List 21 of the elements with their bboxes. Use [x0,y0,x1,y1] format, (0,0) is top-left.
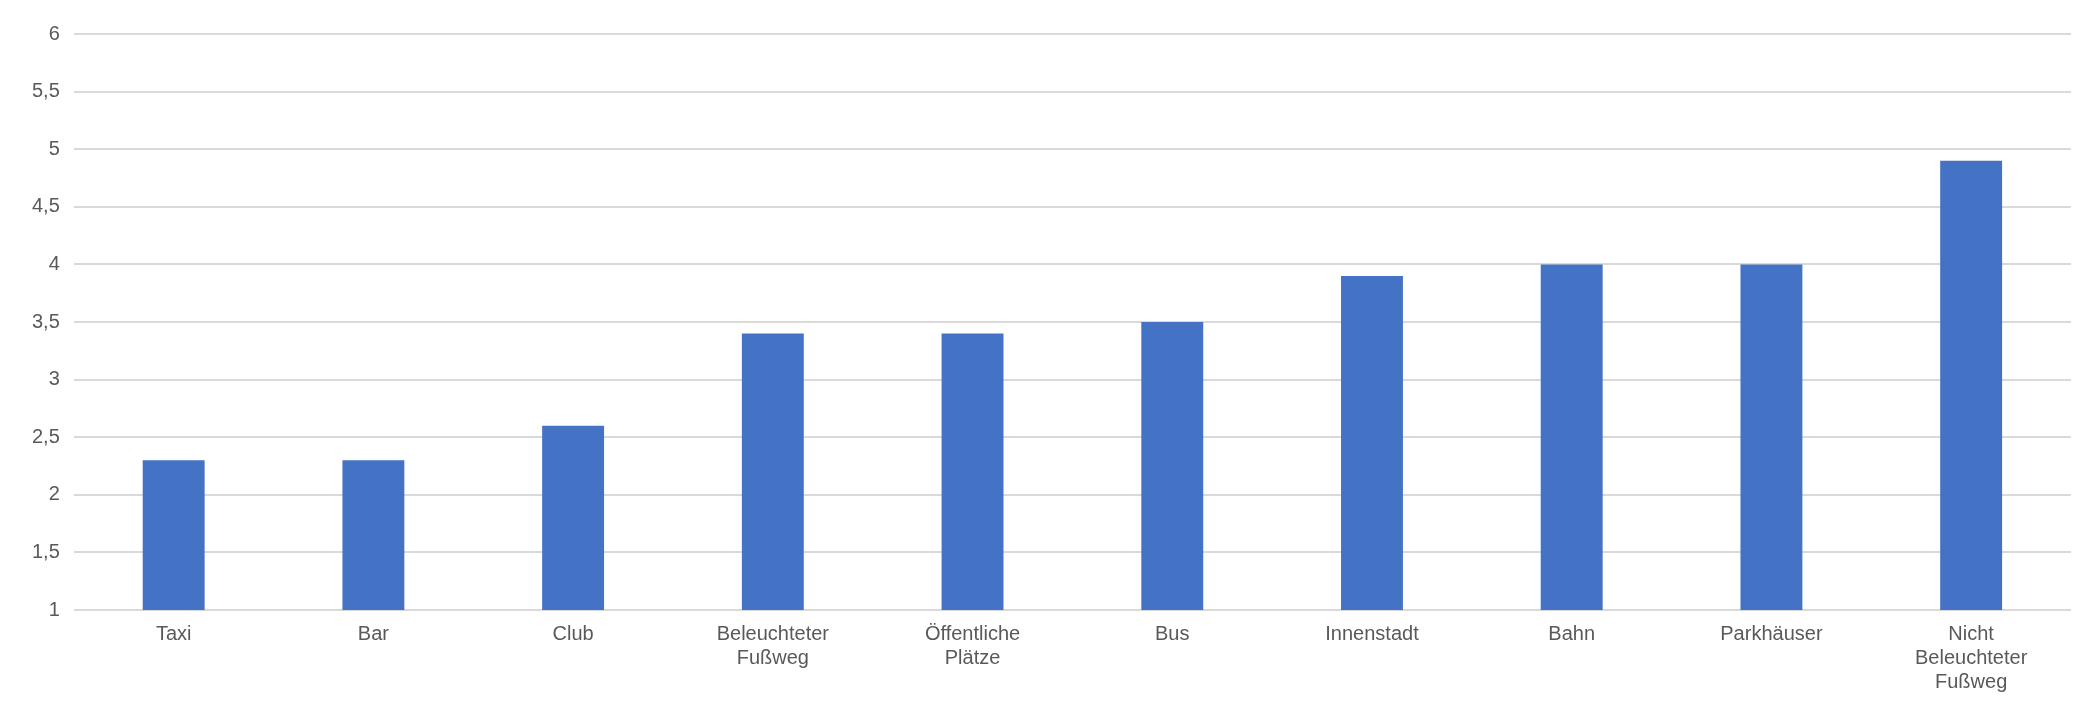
y-tick-label: 5,5 [31,79,60,102]
x-tick-label: Taxi [155,621,192,644]
x-tick-label: Beleuchteter Fußweg [716,621,830,668]
x-tick-label: Öffentliche Plätze [924,621,1021,668]
x-tick-label: Nicht Beleuchteter Fußweg [1914,621,2028,692]
y-tick-label: 1 [48,597,60,620]
x-tick-label: Innenstadt [1325,621,1420,644]
y-tick-label: 2,5 [31,424,60,447]
y-tick-label: 4,5 [31,194,60,217]
y-tick-label: 2 [48,482,60,505]
y-tick-label: 5 [48,136,60,159]
x-tick-label: Parkhäuser [1720,621,1823,644]
y-tick-label: 6 [48,21,60,44]
y-tick-label: 3,5 [31,309,60,332]
x-tick-label: Club [552,621,594,644]
y-tick-label: 4 [48,251,60,274]
x-tick-label: Bar [357,621,390,644]
y-tick-label: 1,5 [31,539,60,562]
x-tick-label: Bahn [1548,621,1596,644]
y-tick-label: 3 [48,367,60,390]
x-tick-label: Bus [1155,621,1190,644]
